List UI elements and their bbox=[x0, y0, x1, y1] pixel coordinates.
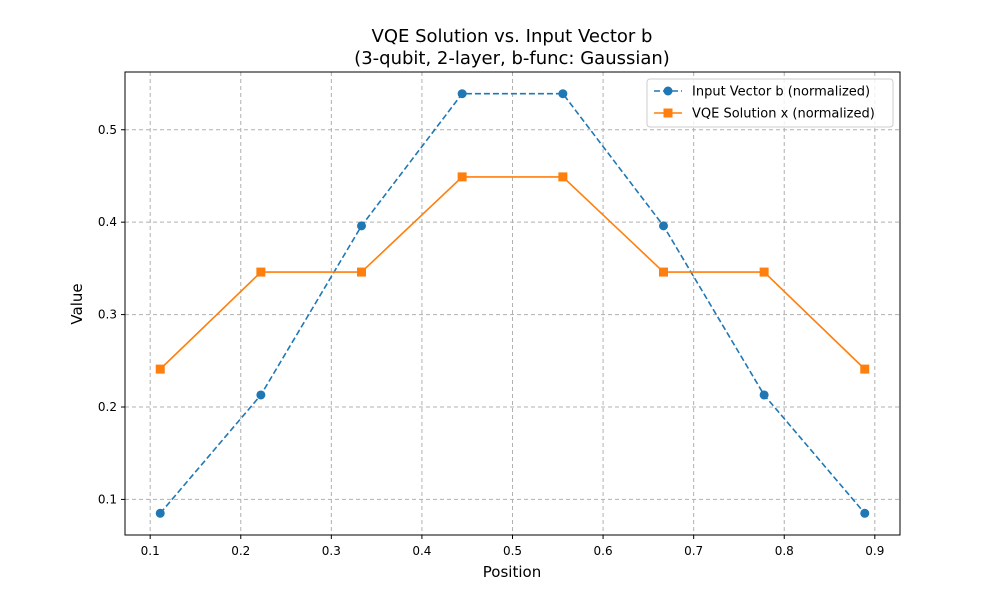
x-tick-label: 0.8 bbox=[775, 544, 794, 558]
data-point bbox=[256, 390, 266, 400]
data-point bbox=[658, 221, 668, 231]
y-axis-label: Value bbox=[68, 283, 86, 324]
legend-item: Input Vector b (normalized) bbox=[654, 85, 870, 100]
data-point bbox=[457, 89, 467, 99]
x-tick-label: 0.7 bbox=[684, 544, 703, 558]
legend-label: VQE Solution x (normalized) bbox=[692, 107, 875, 122]
x-tick-label: 0.2 bbox=[231, 544, 250, 558]
x-tick-label: 0.3 bbox=[322, 544, 341, 558]
chart-subtitle: (3-qubit, 2-layer, b-func: Gaussian) bbox=[354, 48, 670, 69]
data-point bbox=[860, 508, 870, 518]
series-line bbox=[159, 176, 866, 370]
data-point bbox=[155, 508, 165, 518]
series-1 bbox=[155, 89, 870, 518]
x-axis-label: Position bbox=[483, 563, 541, 581]
y-tick-label: 0.1 bbox=[98, 492, 117, 506]
data-point bbox=[155, 364, 165, 374]
data-point bbox=[759, 267, 769, 277]
data-point bbox=[256, 267, 266, 277]
data-point bbox=[759, 390, 769, 400]
x-tick-label: 0.4 bbox=[412, 544, 431, 558]
legend-marker bbox=[663, 108, 673, 118]
chart-title: VQE Solution vs. Input Vector b bbox=[372, 26, 653, 47]
y-tick-label: 0.2 bbox=[98, 400, 117, 414]
data-point bbox=[558, 89, 568, 99]
data-point bbox=[658, 267, 668, 277]
legend-label: Input Vector b (normalized) bbox=[692, 85, 870, 100]
data-point bbox=[457, 172, 467, 182]
data-point bbox=[860, 364, 870, 374]
x-tick-label: 0.5 bbox=[503, 544, 522, 558]
data-point bbox=[558, 172, 568, 182]
series-2 bbox=[155, 172, 870, 374]
legend-marker bbox=[663, 86, 673, 96]
y-tick-label: 0.5 bbox=[98, 123, 117, 137]
data-point bbox=[357, 267, 367, 277]
y-tick-label: 0.4 bbox=[98, 215, 117, 229]
axis-ticks: 0.1 0.2 0.3 0.4 0.5 0.6 0.7 0.8 0.9 0.1 0.2 0.3 0.4 0… bbox=[98, 123, 884, 558]
x-tick-label: 0.6 bbox=[594, 544, 613, 558]
legend: Input Vector b (normalized) VQE Solution … bbox=[646, 78, 894, 128]
x-tick-label: 0.1 bbox=[141, 544, 160, 558]
y-tick-label: 0.3 bbox=[98, 308, 117, 322]
series-layer bbox=[155, 89, 870, 518]
x-tick-label: 0.9 bbox=[865, 544, 884, 558]
series-line bbox=[159, 92, 866, 514]
data-point bbox=[357, 221, 367, 231]
legend-item: VQE Solution x (normalized) bbox=[654, 107, 875, 122]
grid bbox=[125, 72, 900, 535]
legend-box bbox=[646, 78, 894, 128]
